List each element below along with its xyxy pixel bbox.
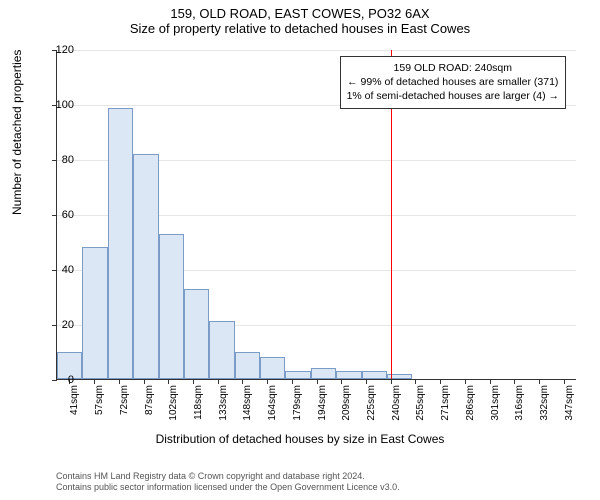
x-tick: 148sqm — [230, 379, 255, 429]
title-block: 159, OLD ROAD, EAST COWES, PO32 6AX Size… — [0, 0, 600, 38]
bar — [235, 352, 260, 379]
x-tick: 164sqm — [255, 379, 280, 429]
x-tick-mark — [292, 379, 293, 384]
x-tick-label: 255sqm — [415, 385, 426, 421]
x-tick: 194sqm — [304, 379, 329, 429]
y-tick-label: 60 — [44, 209, 74, 221]
x-tick-label: 41sqm — [69, 385, 80, 415]
x-tick: 255sqm — [403, 379, 428, 429]
x-tick-label: 102sqm — [168, 385, 179, 421]
bar — [311, 368, 336, 379]
x-tick-mark — [465, 379, 466, 384]
x-tick: 41sqm — [57, 379, 82, 429]
annotation-box: 159 OLD ROAD: 240sqm ← 99% of detached h… — [340, 56, 566, 109]
x-tick-label: 57sqm — [94, 385, 105, 415]
x-tick-label: 164sqm — [267, 385, 278, 421]
x-tick-mark — [391, 379, 392, 384]
x-tick-mark — [168, 379, 169, 384]
bar — [184, 289, 209, 379]
x-tick: 87sqm — [131, 379, 156, 429]
x-tick-label: 133sqm — [218, 385, 229, 421]
footer-line2: Contains public sector information licen… — [56, 482, 400, 494]
x-tick-mark — [440, 379, 441, 384]
annotation-line3: 1% of semi-detached houses are larger (4… — [347, 89, 559, 103]
x-tick-mark — [341, 379, 342, 384]
x-tick: 133sqm — [205, 379, 230, 429]
x-axis-label: Distribution of detached houses by size … — [0, 432, 600, 446]
x-tick: 102sqm — [156, 379, 181, 429]
x-tick: 225sqm — [354, 379, 379, 429]
x-tick-label: 194sqm — [317, 385, 328, 421]
chart-container: 159, OLD ROAD, EAST COWES, PO32 6AX Size… — [0, 0, 600, 500]
x-tick-mark — [119, 379, 120, 384]
x-tick-label: 118sqm — [193, 385, 204, 420]
x-tick-label: 316sqm — [514, 385, 525, 421]
x-tick-mark — [539, 379, 540, 384]
y-tick-label: 100 — [44, 99, 74, 111]
x-tick: 57sqm — [82, 379, 107, 429]
x-tick: 179sqm — [279, 379, 304, 429]
y-tick-label: 40 — [44, 264, 74, 276]
footer-line1: Contains HM Land Registry data © Crown c… — [56, 471, 400, 483]
bar — [362, 371, 387, 379]
x-tick-mark — [490, 379, 491, 384]
title-address: 159, OLD ROAD, EAST COWES, PO32 6AX — [0, 6, 600, 21]
x-tick-label: 271sqm — [440, 385, 451, 421]
x-tick: 271sqm — [428, 379, 453, 429]
annotation-line2: ← 99% of detached houses are smaller (37… — [347, 75, 559, 89]
x-tick: 301sqm — [477, 379, 502, 429]
bar — [108, 108, 133, 379]
x-tick-label: 240sqm — [391, 385, 402, 421]
bar — [336, 371, 361, 379]
bar — [260, 357, 285, 379]
y-tick-label: 80 — [44, 154, 74, 166]
x-tick-mark — [564, 379, 565, 384]
bar — [82, 247, 107, 379]
y-axis-label: Number of detached properties — [10, 50, 24, 215]
x-tick: 316sqm — [502, 379, 527, 429]
plot-area: 159 OLD ROAD: 240sqm ← 99% of detached h… — [56, 50, 576, 380]
x-ticks: 41sqm 57sqm 72sqm 87sqm 102sqm 118sqm 133sqm 14… — [57, 379, 576, 429]
x-tick-label: 148sqm — [242, 385, 253, 421]
x-tick-mark — [514, 379, 515, 384]
x-tick-label: 179sqm — [292, 385, 303, 421]
bar — [159, 234, 184, 379]
bar — [209, 321, 234, 379]
x-tick-mark — [317, 379, 318, 384]
x-tick-label: 332sqm — [539, 385, 550, 421]
x-tick-mark — [267, 379, 268, 384]
footer: Contains HM Land Registry data © Crown c… — [56, 471, 400, 494]
y-tick-label: 120 — [44, 44, 74, 56]
x-tick: 118sqm — [181, 379, 206, 429]
x-tick: 209sqm — [329, 379, 354, 429]
bar — [133, 154, 158, 379]
x-tick: 240sqm — [378, 379, 403, 429]
x-tick-mark — [242, 379, 243, 384]
x-tick-label: 225sqm — [366, 385, 377, 421]
x-tick-label: 286sqm — [465, 385, 476, 421]
x-tick: 332sqm — [527, 379, 552, 429]
title-subtitle: Size of property relative to detached ho… — [0, 21, 600, 36]
y-tick-label: 0 — [44, 374, 74, 386]
x-tick-label: 72sqm — [119, 385, 130, 415]
x-tick-mark — [144, 379, 145, 384]
x-tick-mark — [415, 379, 416, 384]
y-tick-label: 20 — [44, 319, 74, 331]
x-tick: 286sqm — [453, 379, 478, 429]
x-tick-mark — [218, 379, 219, 384]
x-tick-label: 209sqm — [341, 385, 352, 421]
x-tick-mark — [193, 379, 194, 384]
annotation-line1: 159 OLD ROAD: 240sqm — [347, 61, 559, 75]
x-tick: 347sqm — [551, 379, 576, 429]
x-tick-mark — [94, 379, 95, 384]
x-tick-label: 347sqm — [564, 385, 575, 421]
x-tick-label: 301sqm — [490, 385, 501, 421]
x-tick-mark — [366, 379, 367, 384]
bar — [285, 371, 310, 379]
x-tick: 72sqm — [106, 379, 131, 429]
x-tick-label: 87sqm — [144, 385, 155, 415]
